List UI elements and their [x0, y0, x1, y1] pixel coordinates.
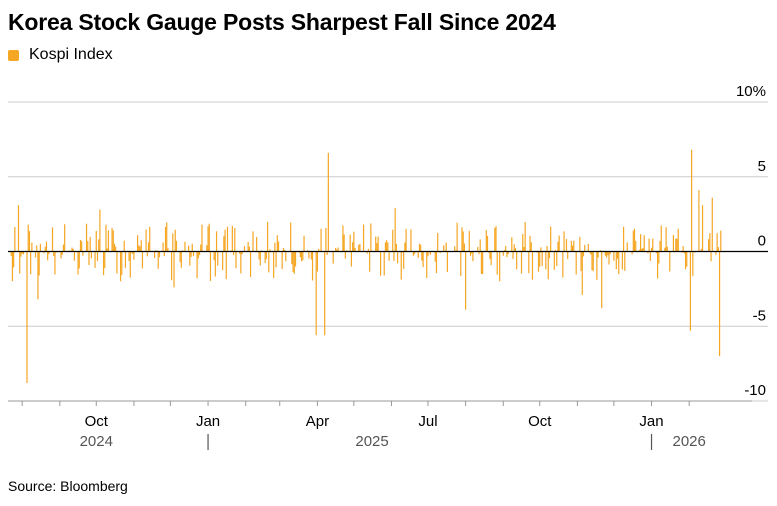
- year-label: 2026: [673, 433, 706, 450]
- year-label: 2024: [80, 433, 113, 450]
- x-tick-label: Oct: [528, 413, 552, 430]
- legend-swatch: [8, 49, 19, 61]
- y-tick-label: 0: [758, 233, 766, 250]
- y-tick-label: 5: [758, 158, 766, 175]
- x-tick-label: Jan: [639, 413, 663, 430]
- x-tick-label: Apr: [306, 413, 329, 430]
- chart-title: Korea Stock Gauge Posts Sharpest Fall Si…: [8, 9, 556, 35]
- y-tick-label: -5: [753, 307, 766, 324]
- legend: Kospi Index: [8, 46, 113, 64]
- x-tick-label: Jan: [196, 413, 220, 430]
- y-tick-label: -10: [744, 382, 766, 399]
- source-note: Source: Bloomberg: [8, 478, 128, 494]
- y-tick-label: 10%: [736, 83, 766, 100]
- legend-label: Kospi Index: [29, 46, 113, 63]
- x-tick-label: Jul: [418, 413, 437, 430]
- x-tick-label: Oct: [85, 413, 109, 430]
- year-label: 2025: [355, 433, 388, 450]
